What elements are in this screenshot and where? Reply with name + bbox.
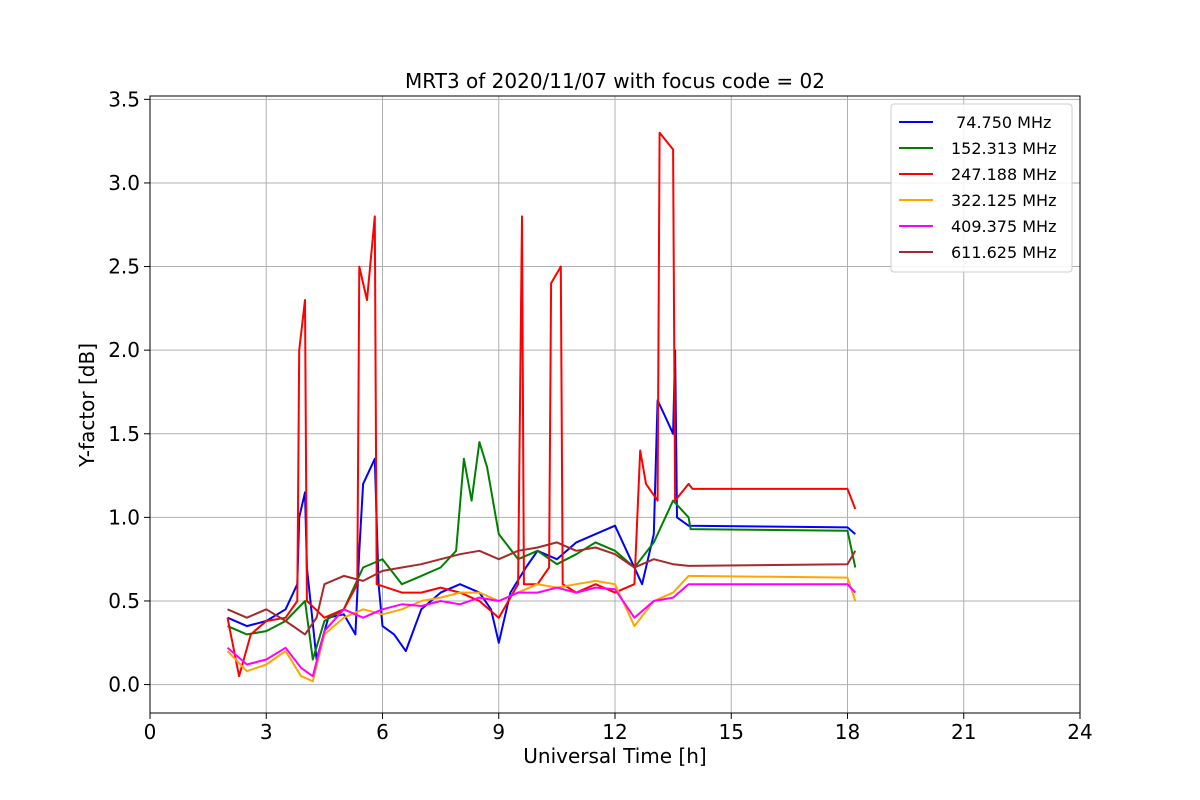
x-tick-label: 12 xyxy=(602,720,627,744)
legend-label: 322.125 MHz xyxy=(951,191,1056,210)
y-tick-label: 3.0 xyxy=(108,171,140,195)
x-tick-label: 9 xyxy=(492,720,505,744)
x-tick-label: 3 xyxy=(260,720,273,744)
series-line-5 xyxy=(227,541,857,636)
y-axis: 0.0 0.5 1.0 1.5 2.0 2.5 3.0 3.5 xyxy=(108,87,150,697)
x-axis-label: Universal Time [h] xyxy=(523,744,706,768)
y-tick-label: 1.5 xyxy=(108,422,140,446)
x-axis: 0 3 6 9 12 15 18 21 24 xyxy=(144,713,1093,744)
legend-label: 74.750 MHz xyxy=(951,113,1051,132)
y-tick-label: 1.0 xyxy=(108,505,140,529)
series-line-4 xyxy=(226,583,857,678)
x-tick-label: 18 xyxy=(835,720,860,744)
legend-label: 247.188 MHz xyxy=(951,165,1056,184)
y-tick-label: 0.5 xyxy=(108,589,140,613)
legend-label: 409.375 MHz xyxy=(951,217,1056,236)
x-tick-label: 21 xyxy=(951,720,976,744)
series-line-2 xyxy=(226,131,857,678)
y-axis-label: Y-factor [dB] xyxy=(75,343,99,468)
y-tick-label: 2.0 xyxy=(108,338,140,362)
legend: 74.750 MHz 152.313 MHz 247.188 MHz 322.125 … xyxy=(890,103,1073,273)
series-layer xyxy=(226,131,857,683)
legend-label: 611.625 MHz xyxy=(951,243,1056,262)
x-tick-label: 0 xyxy=(144,720,157,744)
y-tick-label: 3.5 xyxy=(108,87,140,111)
legend-label: 152.313 MHz xyxy=(951,139,1056,158)
series-line-3 xyxy=(226,574,857,683)
x-tick-label: 6 xyxy=(376,720,389,744)
y-tick-label: 0.0 xyxy=(108,673,140,697)
series-line-0 xyxy=(227,349,856,661)
x-tick-label: 24 xyxy=(1067,720,1092,744)
series-line-1 xyxy=(227,441,857,661)
x-tick-label: 15 xyxy=(719,720,744,744)
y-tick-label: 2.5 xyxy=(108,255,140,279)
legend-box xyxy=(890,103,1073,273)
chart-title: MRT3 of 2020/11/07 with focus code = 02 xyxy=(405,69,825,93)
